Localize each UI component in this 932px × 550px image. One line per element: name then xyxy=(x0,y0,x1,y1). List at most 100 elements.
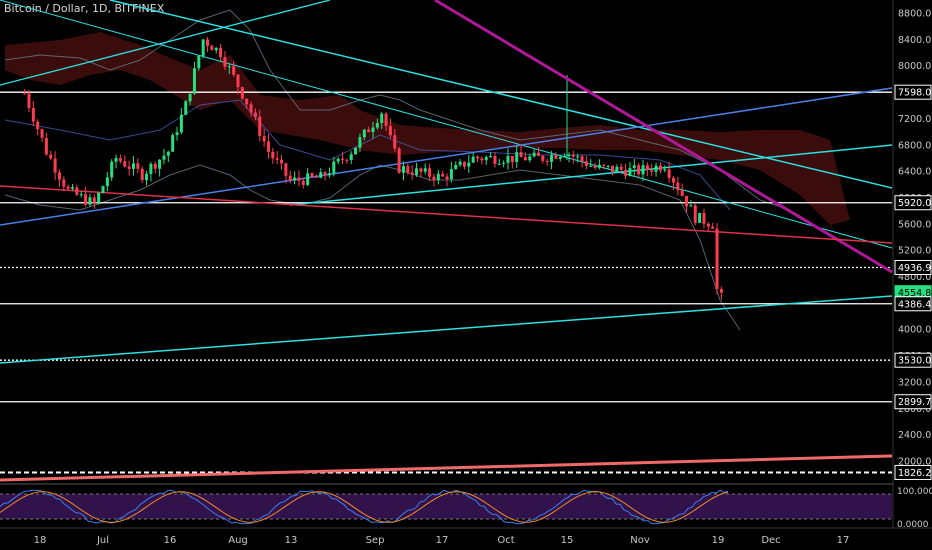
trend-line-salmon xyxy=(0,454,893,482)
candle-up xyxy=(149,163,153,174)
candle-down xyxy=(62,179,66,187)
candle-up xyxy=(354,147,358,155)
candle-down xyxy=(53,158,57,173)
candle-down xyxy=(297,177,301,181)
candle-down xyxy=(384,113,388,126)
price-label: 5920.0 xyxy=(898,198,931,209)
candle-down xyxy=(258,116,262,137)
trend-lines xyxy=(0,0,893,482)
candle-down xyxy=(223,57,227,67)
candle-up xyxy=(349,154,353,161)
candle-up xyxy=(192,68,196,94)
candle-up xyxy=(471,156,475,163)
candle-down xyxy=(624,169,628,176)
oscillator-label: 0.0000 xyxy=(897,520,929,530)
candle-up xyxy=(362,129,366,138)
candle-down xyxy=(301,180,305,185)
candle-down xyxy=(658,165,662,171)
candle-down xyxy=(719,288,723,293)
candle-down xyxy=(75,187,79,195)
candle-up xyxy=(166,151,170,156)
candle-down xyxy=(580,156,584,162)
candle-down xyxy=(245,98,249,105)
oscillator-k-line xyxy=(0,489,729,525)
price-label: 4936.9 xyxy=(898,263,931,274)
candle-down xyxy=(410,172,414,175)
candle-up xyxy=(550,154,554,162)
candle-down xyxy=(602,164,606,166)
candle-down xyxy=(680,190,684,196)
candle-down xyxy=(36,121,40,130)
candle-down xyxy=(536,152,540,156)
candle-up xyxy=(175,132,179,136)
candle-up xyxy=(101,186,105,194)
candle-down xyxy=(388,125,392,136)
candle-down xyxy=(49,154,53,159)
y-tick-label: 7200.0 xyxy=(898,114,931,125)
ichimoku-cloud xyxy=(5,32,850,225)
y-tick-label: 3200.0 xyxy=(898,377,931,388)
candle-down xyxy=(706,223,710,227)
candle-down xyxy=(345,159,349,161)
candle-up xyxy=(319,172,323,178)
candle-up xyxy=(632,165,636,169)
candle-down xyxy=(545,160,549,162)
candle-up xyxy=(358,137,362,148)
candle-down xyxy=(554,154,558,159)
candle-up xyxy=(171,135,175,152)
candle-up xyxy=(105,177,109,187)
x-tick-label: Sep xyxy=(366,535,385,546)
candle-up xyxy=(197,55,201,69)
candle-down xyxy=(367,129,371,133)
price-label-box xyxy=(894,260,932,276)
candle-up xyxy=(97,193,101,203)
candle-up xyxy=(576,156,580,158)
candle-down xyxy=(397,148,401,173)
candle-down xyxy=(44,137,48,155)
candle-down xyxy=(127,166,131,169)
candle-down xyxy=(480,158,484,161)
candle-up xyxy=(606,165,610,167)
candle-down xyxy=(232,66,236,75)
y-tick-label: 4800.0 xyxy=(898,272,931,283)
oscillator-label: 100.0000 xyxy=(897,487,932,497)
candle-up xyxy=(375,123,379,128)
candle-up xyxy=(497,163,501,165)
candle-down xyxy=(314,176,318,178)
candle-up xyxy=(79,194,83,196)
candle-down xyxy=(493,156,497,164)
candle-down xyxy=(584,161,588,167)
candle-up xyxy=(401,166,405,173)
candle-down xyxy=(92,197,96,203)
candle-up xyxy=(589,165,593,167)
horizontal-levels xyxy=(0,75,892,474)
candle-down xyxy=(136,163,140,169)
candle-up xyxy=(506,155,510,163)
candle-down xyxy=(432,176,436,181)
x-tick-label: 18 xyxy=(34,535,47,546)
candle-up xyxy=(371,127,375,133)
candle-up xyxy=(654,165,658,172)
price-label-box xyxy=(894,352,932,368)
candle-up xyxy=(628,168,632,176)
candle-up xyxy=(179,114,183,133)
price-label: 7598.0 xyxy=(898,88,931,99)
candle-up xyxy=(484,157,488,161)
candle-up xyxy=(597,164,601,168)
candle-down xyxy=(671,177,675,183)
price-label-box xyxy=(894,394,932,410)
price-label-box xyxy=(894,296,932,312)
candle-up xyxy=(436,173,440,181)
candle-up xyxy=(615,166,619,172)
candle-down xyxy=(153,163,157,169)
candle-up xyxy=(332,161,336,174)
y-tick-label: 8800.0 xyxy=(898,9,931,20)
candle-down xyxy=(667,169,671,178)
candle-up xyxy=(558,156,562,159)
y-tick-label: 8000.0 xyxy=(898,61,931,72)
y-tick-label: 2000.0 xyxy=(898,457,931,468)
candle-up xyxy=(454,164,458,170)
candle-down xyxy=(428,168,432,177)
trend-line-cyan-up-left xyxy=(0,0,331,86)
